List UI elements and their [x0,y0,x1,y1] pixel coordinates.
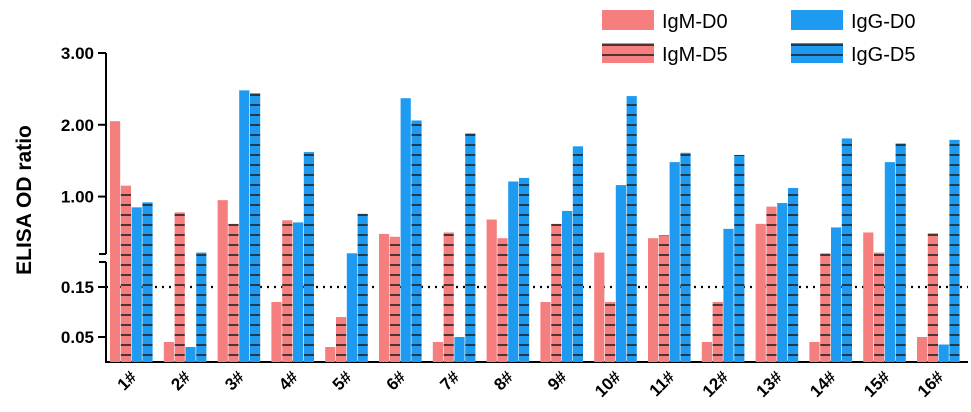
bar [766,206,777,362]
x-tick-label: 16# [914,367,948,401]
legend-label: IgG-D0 [851,11,915,33]
bar [884,162,895,362]
bar [605,302,616,362]
bar [508,181,519,362]
legend-label: IgG-D5 [851,44,915,66]
x-tick-label: 14# [806,367,840,401]
bar [895,143,906,362]
bar [540,302,551,362]
x-tick-label: 3# [221,367,248,394]
bar [669,162,680,362]
bar [142,202,153,362]
y-axis-label: ELISA OD ratio [13,125,36,275]
x-tick-label: 7# [436,367,463,394]
y-tick-label: 1.00 [61,188,94,207]
bar [174,212,185,362]
bar [325,347,336,362]
bar [572,146,583,362]
legend: IgM-D0 IgM-D5 IgG-D0 IgG-D5 [602,10,915,66]
bar [562,210,573,362]
bars [110,90,960,363]
bar [777,203,788,362]
bar [734,154,745,362]
bar [120,185,131,362]
x-tick-label: 15# [860,367,894,401]
bar [863,232,874,362]
bar [196,252,207,362]
legend-swatch [602,10,654,30]
bar [432,342,443,362]
bar [927,233,938,362]
bar [239,90,250,362]
x-tick-label: 2# [167,367,194,394]
x-tick-labels: 1# 2# 3# 4# 5# 6# 7# 8# 9# 10# 11# 12# 13# 14# 15# 16# [114,367,948,401]
bar [336,317,347,362]
bar [723,228,734,362]
legend-label: IgM-D5 [662,44,728,66]
bar [303,152,314,362]
bar [131,207,142,362]
bar [658,235,669,362]
x-tick-label: 13# [753,367,787,401]
bar [788,187,799,362]
bar [831,227,842,362]
legend-swatch [791,10,843,30]
x-tick-label: 12# [699,367,733,401]
bar [454,337,465,362]
bar [250,93,261,362]
bar [486,219,497,362]
bar [551,223,562,362]
x-tick-label: 5# [329,367,356,394]
legend-label: IgM-D0 [662,11,728,33]
x-tick-label: 6# [383,367,410,394]
bar [809,342,820,362]
bar [400,98,411,362]
bar [841,138,852,362]
bar [615,185,626,362]
bar [110,121,121,362]
x-tick-label: 8# [490,367,517,394]
bar [228,223,239,362]
bar [874,252,885,362]
bar [379,233,390,362]
x-tick-label: 10# [591,367,625,401]
bar [465,133,476,362]
y-tick-label: 0.05 [61,328,94,347]
bar [938,344,949,362]
legend-swatch [602,43,654,63]
bar [293,222,304,362]
bar [712,302,723,362]
bar [346,253,357,362]
x-tick-label: 9# [544,367,571,394]
bar [680,152,691,362]
x-tick-label: 4# [275,367,302,394]
bar [443,232,454,362]
y-tick-label: 3.00 [61,44,94,63]
bar [594,252,605,362]
bar [217,200,228,362]
bar [357,213,368,362]
bar [820,253,831,362]
legend-swatch [791,43,843,63]
bar [519,177,530,362]
x-tick-label: 1# [114,367,141,394]
bar [411,120,422,362]
bar [648,238,659,362]
bar [271,302,282,362]
bar [626,96,637,363]
bar [163,342,174,362]
bar [701,342,712,362]
x-tick-label: 11# [646,367,679,400]
y-tick-label: 0.15 [61,278,94,297]
bar [755,223,766,362]
bar [497,238,508,362]
bar [389,236,400,362]
bar [282,220,293,362]
y-tick-label: 2.00 [61,116,94,135]
bar [185,347,196,362]
bar [917,337,928,362]
bar [949,139,960,362]
